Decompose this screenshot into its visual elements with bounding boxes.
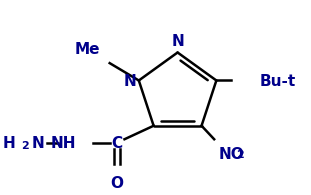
Text: C: C [111, 136, 122, 151]
Text: N: N [31, 136, 44, 151]
Text: N: N [171, 34, 184, 49]
Text: N: N [124, 74, 137, 89]
Text: H: H [3, 136, 16, 151]
Text: NO: NO [219, 147, 245, 162]
Text: NH: NH [50, 136, 76, 151]
Text: Bu-t: Bu-t [260, 74, 296, 89]
Text: 2: 2 [21, 141, 29, 151]
Text: Me: Me [74, 42, 100, 57]
Text: 2: 2 [236, 150, 244, 160]
Text: O: O [110, 176, 123, 191]
